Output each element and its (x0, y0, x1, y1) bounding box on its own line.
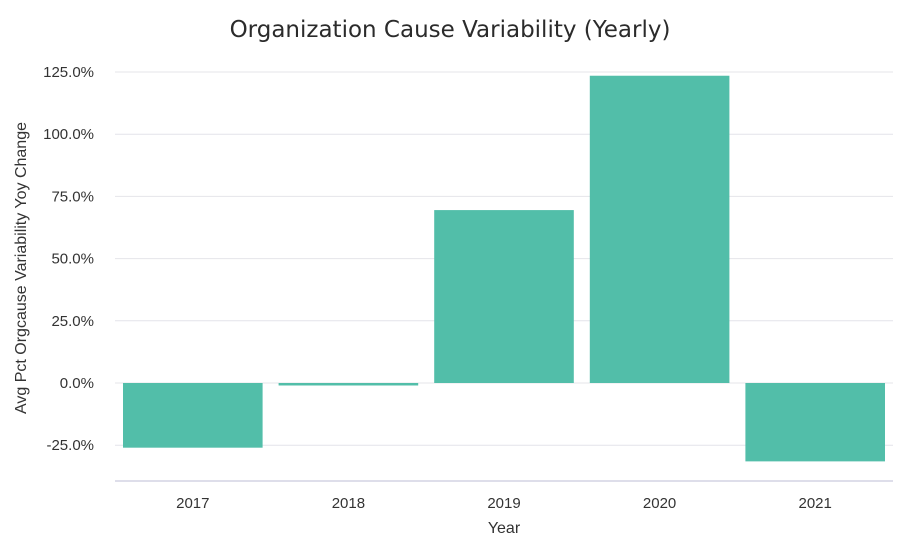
x-axis-label: Year (488, 520, 521, 537)
y-tick-label: 50.0% (51, 251, 94, 268)
y-axis-label: Avg Pct Orgcause Variability Yoy Change (13, 122, 30, 414)
y-tick-label: 25.0% (51, 313, 94, 330)
y-tick-label: 75.0% (51, 188, 94, 205)
y-axis-ticks: -25.0% 0.0% 25.0% 50.0% 75.0% 100.0% 125.0% (43, 64, 94, 454)
x-tick-label: 2017 (176, 495, 209, 512)
bar-2017[interactable] (123, 383, 263, 448)
x-axis-ticks: 2017 2018 2019 2020 2021 (176, 495, 832, 512)
y-tick-label: 0.0% (60, 375, 94, 392)
bar-2018[interactable] (278, 383, 419, 386)
y-tick-label: 100.0% (43, 126, 94, 143)
bar-2021[interactable] (745, 383, 885, 462)
y-tick-label: 125.0% (43, 64, 94, 81)
bar-2019[interactable] (434, 210, 574, 383)
chart-title: Organization Cause Variability (Yearly) (230, 17, 671, 43)
bar-2020[interactable] (589, 75, 730, 384)
x-tick-label: 2020 (643, 495, 676, 512)
x-tick-label: 2021 (799, 495, 832, 512)
y-tick-label: -25.0% (46, 437, 94, 454)
x-tick-label: 2018 (332, 495, 365, 512)
bars (123, 75, 885, 462)
x-tick-label: 2019 (487, 495, 520, 512)
